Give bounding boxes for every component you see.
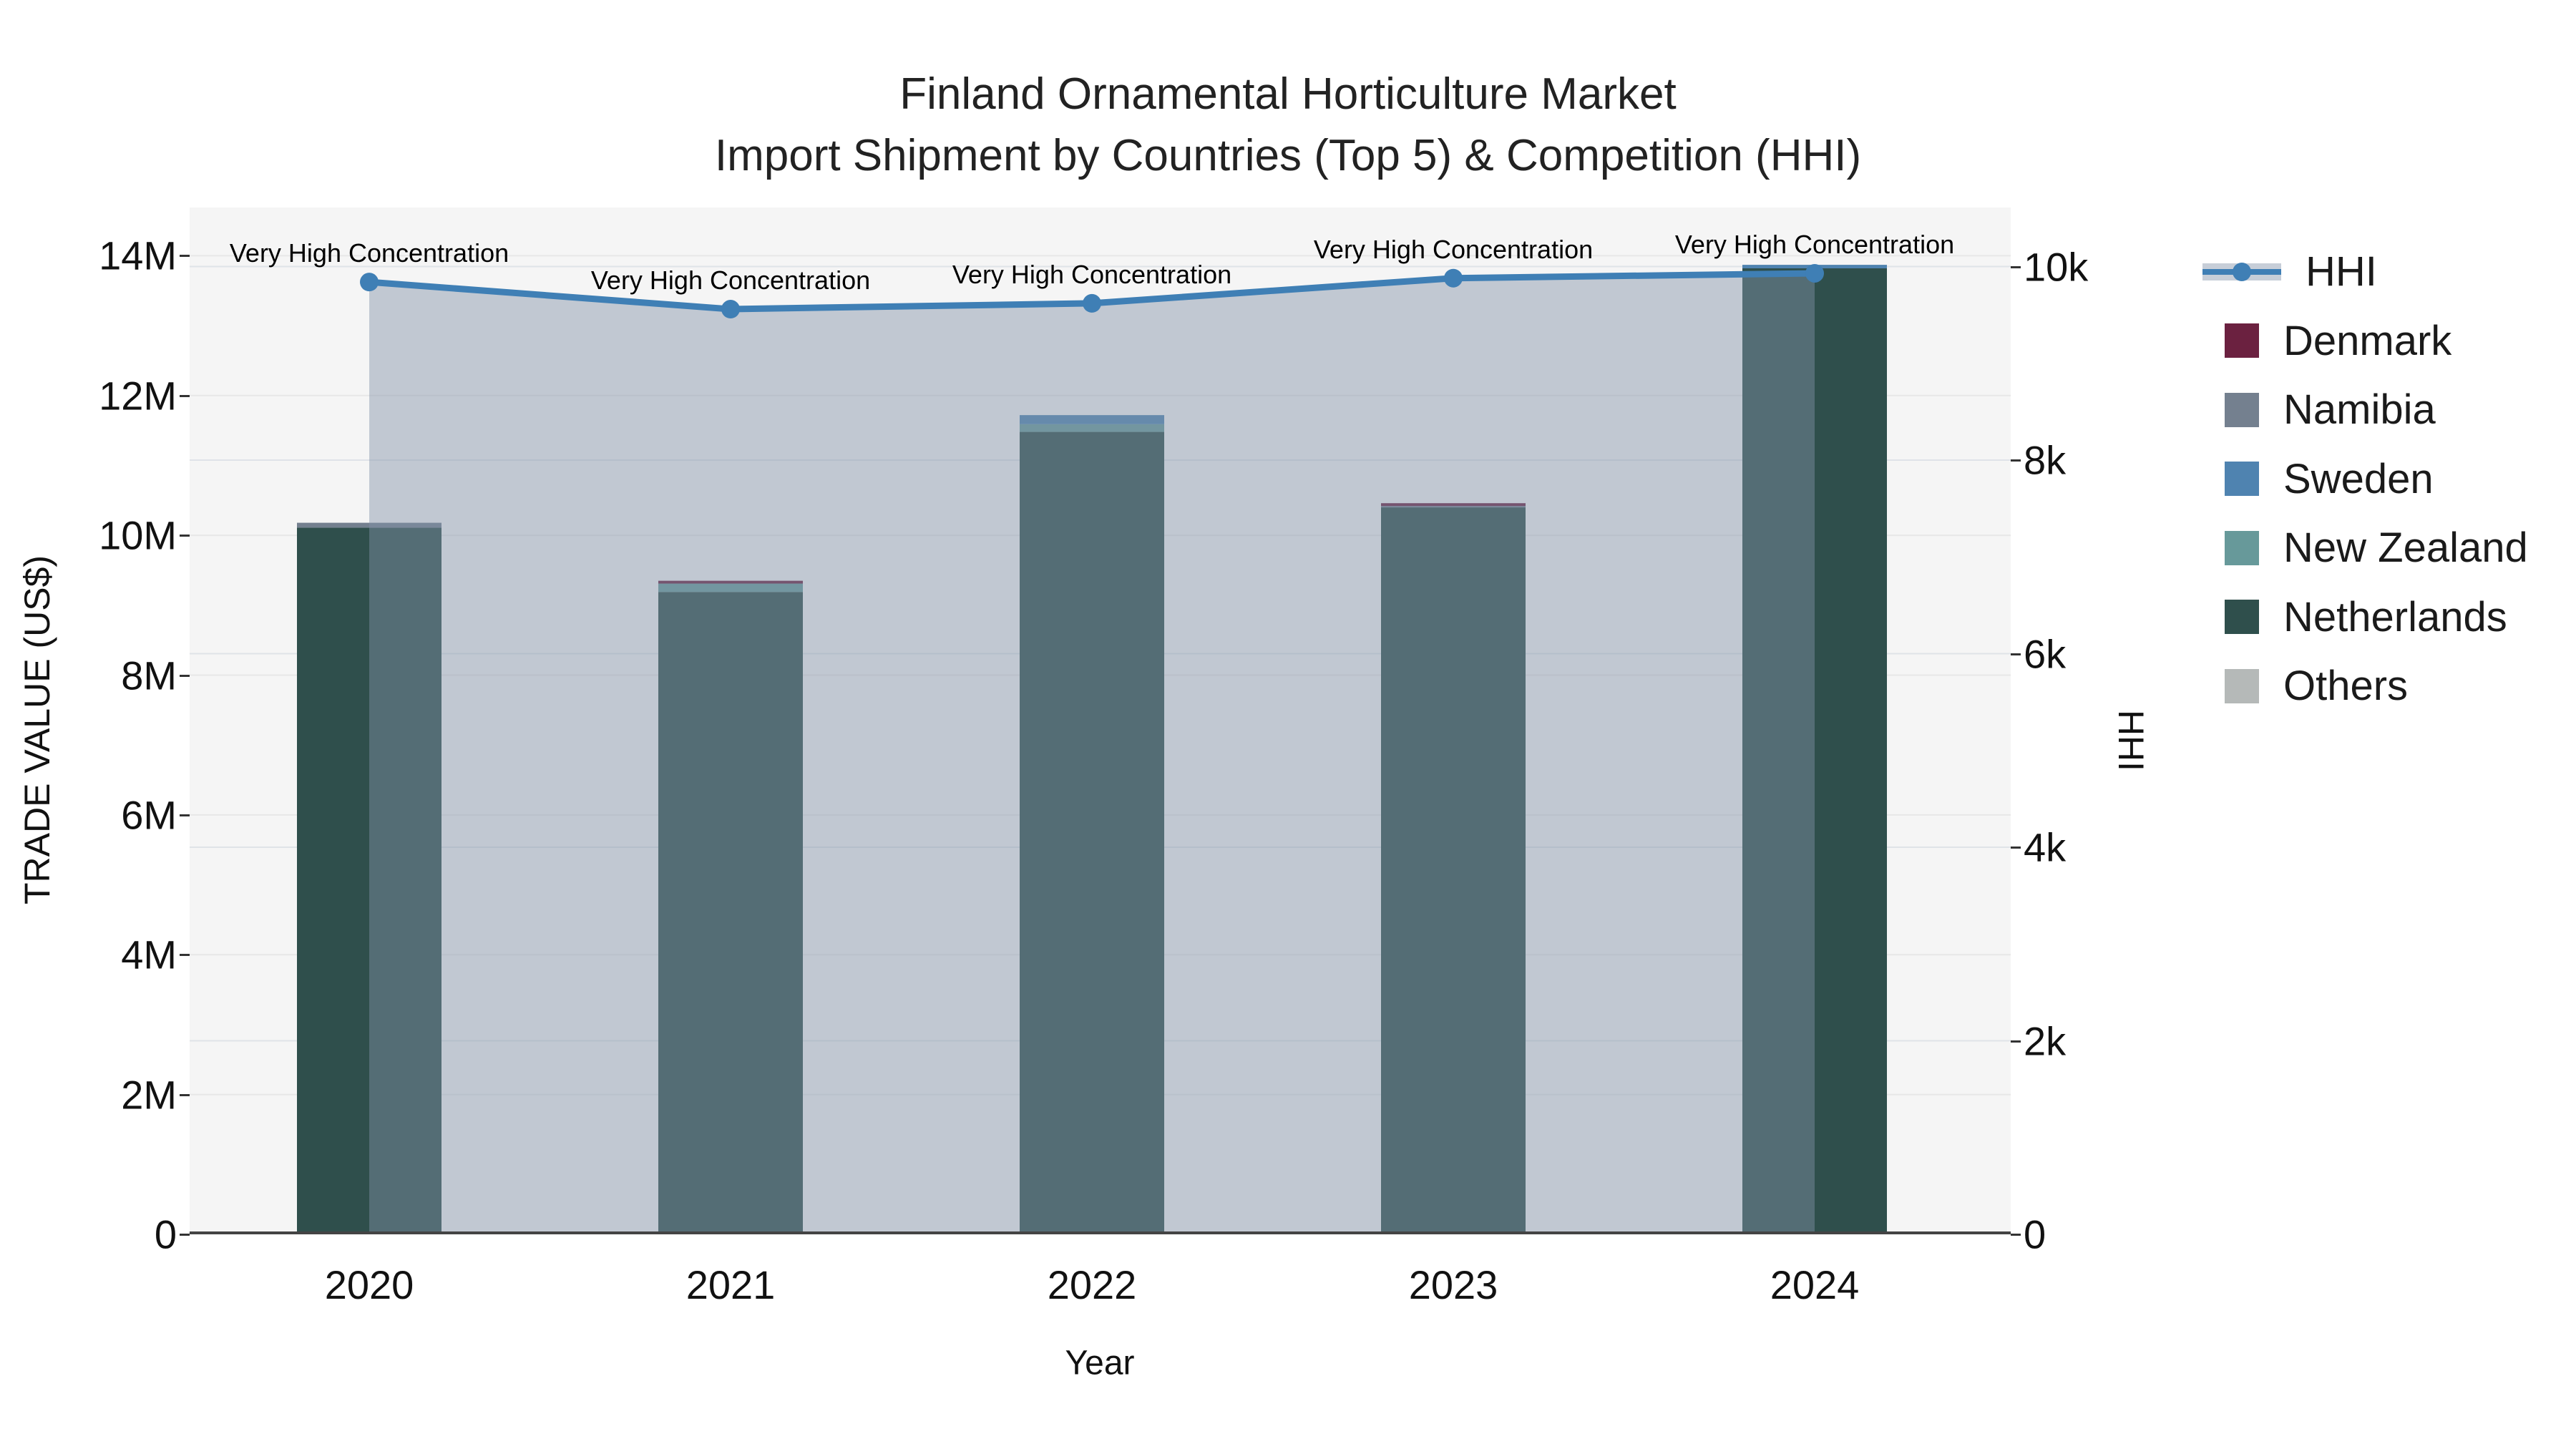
legend-swatch-sweden <box>2225 462 2259 496</box>
annotation-2020: Very High Concentration <box>229 238 509 268</box>
chart-title-line1: Finland Ornamental Horticulture Market <box>899 69 1677 119</box>
y-left-tickmark-0 <box>180 1234 190 1236</box>
bar-segment-2024-netherlands <box>1742 268 1887 1234</box>
y-left-tickmark-12M <box>180 394 190 397</box>
y-right-tickmark-4k <box>2011 847 2021 849</box>
hhi-marker-2024 <box>1805 263 1824 283</box>
hhi-marker-2020 <box>360 273 379 292</box>
legend-item-sweden[interactable]: Sweden <box>2202 455 2434 503</box>
legend-item-denmark[interactable]: Denmark <box>2202 317 2451 365</box>
legend-label-denmark: Denmark <box>2283 317 2452 364</box>
hhi-marker-2021 <box>721 300 740 319</box>
legend-label-sweden: Sweden <box>2283 455 2434 502</box>
x-tick-2023: 2023 <box>1408 1262 1498 1307</box>
bar-segment-2021-new-zealand <box>658 583 803 592</box>
plot-area <box>190 208 2011 1234</box>
x-tick-2022: 2022 <box>1047 1262 1137 1307</box>
bar-segment-2020-netherlands <box>297 527 441 1234</box>
annotation-2023: Very High Concentration <box>1313 234 1594 264</box>
legend-item-netherlands[interactable]: Netherlands <box>2202 593 2507 641</box>
y-left-tick-4M: 4M <box>121 932 177 977</box>
legend-swatch-new-zealand <box>2225 530 2259 565</box>
hhi-marker-2023 <box>1444 268 1463 288</box>
bar-segment-2021-netherlands <box>658 592 803 1234</box>
hhi-line-icon <box>2202 255 2281 289</box>
y-left-tickmark-10M <box>180 535 190 537</box>
x-tick-2024: 2024 <box>1770 1262 1860 1307</box>
bar-segment-2020-namibia <box>297 522 441 528</box>
bar-segment-2022-netherlands <box>1020 431 1164 1234</box>
bar-segment-2023-denmark <box>1381 503 1526 507</box>
legend-swatch-namibia <box>2225 392 2259 427</box>
y-right-tick-0: 0 <box>2024 1211 2046 1257</box>
chart-canvas <box>190 255 2011 1234</box>
y-left-tick-8M: 8M <box>121 653 177 698</box>
y-axis-right-title: HHI <box>2111 709 2151 772</box>
y-left-tick-14M: 14M <box>99 233 177 278</box>
legend-item-others[interactable]: Others <box>2202 662 2408 710</box>
y-right-tickmark-0 <box>2011 1234 2021 1236</box>
y-right-tickmark-10k <box>2011 265 2021 268</box>
y-right-tickmark-8k <box>2011 459 2021 462</box>
y-axis-left-title: TRADE VALUE (US$) <box>17 555 57 905</box>
legend-label-new-zealand: New Zealand <box>2283 525 2528 571</box>
y-right-tick-8k: 8k <box>2024 437 2067 483</box>
annotation-2024: Very High Concentration <box>1674 229 1955 259</box>
y-right-tickmark-6k <box>2011 653 2021 655</box>
y-left-tickmark-6M <box>180 814 190 816</box>
bar-segment-2022-sweden <box>1020 415 1164 424</box>
x-tick-2020: 2020 <box>324 1262 414 1307</box>
x-tick-2021: 2021 <box>686 1262 776 1307</box>
y-right-tick-2k: 2k <box>2024 1018 2067 1063</box>
chart-title-line2: Import Shipment by Countries (Top 5) & C… <box>714 131 1862 180</box>
y-right-tickmark-2k <box>2011 1040 2021 1043</box>
y-left-tickmark-8M <box>180 674 190 677</box>
y-left-tickmark-14M <box>180 255 190 258</box>
annotation-2022: Very High Concentration <box>952 259 1232 289</box>
annotation-2021: Very High Concentration <box>590 265 871 295</box>
legend-swatch-others <box>2225 668 2259 703</box>
bar-segment-2021-denmark <box>658 580 803 584</box>
x-axis-title: Year <box>1065 1344 1135 1382</box>
y-left-tick-10M: 10M <box>99 512 177 558</box>
y-left-tickmark-4M <box>180 954 190 957</box>
legend-label-others: Others <box>2283 663 2409 709</box>
y-right-tick-10k: 10k <box>2024 244 2089 289</box>
y-left-tick-0: 0 <box>154 1211 177 1257</box>
legend-item-namibia[interactable]: Namibia <box>2202 386 2436 434</box>
bar-segment-2022-new-zealand <box>1020 424 1164 432</box>
bar-segment-2023-netherlands <box>1381 507 1526 1234</box>
legend-swatch-netherlands <box>2225 600 2259 634</box>
legend-label-netherlands: Netherlands <box>2283 593 2507 640</box>
hhi-area-fill <box>369 273 1815 1234</box>
y-right-tick-4k: 4k <box>2024 824 2067 870</box>
legend-swatch-denmark <box>2225 323 2259 358</box>
legend-label-hhi: HHI <box>2306 248 2377 295</box>
y-left-tickmark-2M <box>180 1093 190 1096</box>
hhi-marker-2022 <box>1083 293 1101 313</box>
legend-item-new-zealand[interactable]: New Zealand <box>2202 524 2528 572</box>
legend-item-hhi[interactable]: HHI <box>2202 248 2377 296</box>
hhi-marker-icon <box>2233 262 2251 281</box>
y-left-tick-6M: 6M <box>121 792 177 838</box>
y-left-tick-12M: 12M <box>99 373 177 419</box>
y-left-tick-2M: 2M <box>121 1072 177 1118</box>
legend-label-namibia: Namibia <box>2283 386 2436 433</box>
y-right-tick-6k: 6k <box>2024 631 2067 676</box>
bar-segment-2023-namibia <box>1381 506 1526 508</box>
